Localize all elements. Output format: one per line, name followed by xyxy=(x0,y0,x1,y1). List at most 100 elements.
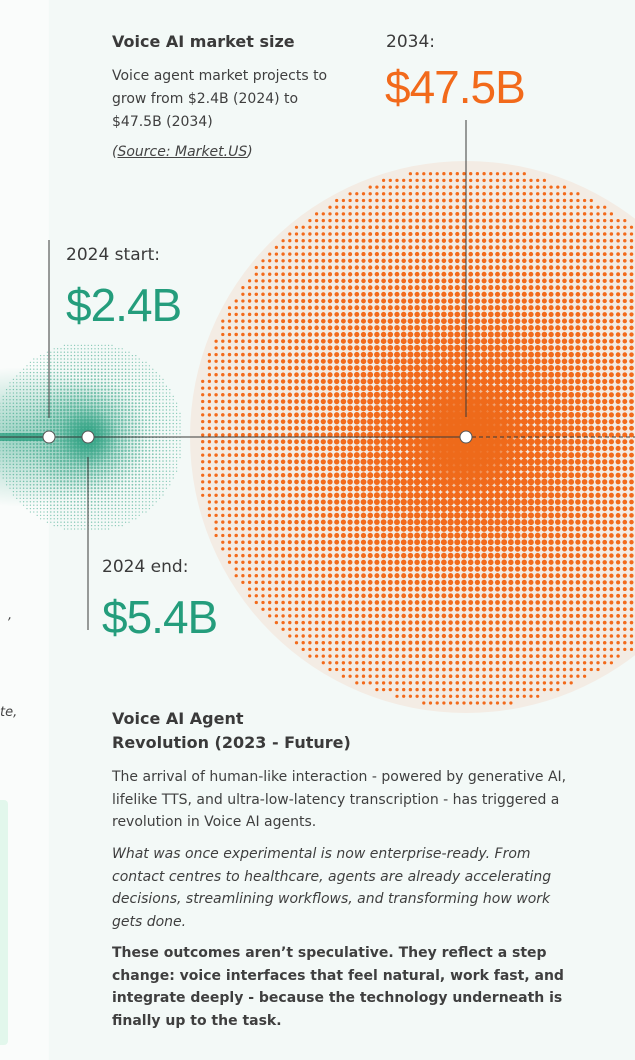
halftone-dot xyxy=(415,633,420,639)
halftone-dot xyxy=(522,694,526,698)
halftone-dot xyxy=(274,486,279,491)
halftone-dot xyxy=(320,526,326,532)
halftone-dot xyxy=(221,446,225,451)
halftone-dot xyxy=(141,382,144,384)
halftone-dot xyxy=(347,272,353,277)
halftone-dot xyxy=(301,641,305,645)
halftone-dot xyxy=(308,620,312,625)
halftone-dot xyxy=(589,245,594,250)
halftone-dot xyxy=(481,593,487,599)
halftone-dot xyxy=(609,258,614,263)
halftone-dot xyxy=(521,285,527,291)
halftone-dot xyxy=(124,381,127,384)
halftone-dot xyxy=(274,587,279,591)
halftone-dot xyxy=(569,681,573,685)
halftone-dot xyxy=(254,479,259,484)
halftone-dot xyxy=(629,245,634,250)
halftone-dot xyxy=(475,681,480,685)
halftone-dot xyxy=(43,378,45,381)
halftone-dot xyxy=(87,348,89,350)
halftone-dot xyxy=(469,172,473,176)
halftone-dot xyxy=(515,694,520,698)
halftone-dot xyxy=(201,419,205,424)
halftone-dot xyxy=(602,553,607,558)
halftone-dot xyxy=(615,553,621,558)
halftone-dot xyxy=(124,368,127,370)
halftone-dot xyxy=(622,285,627,290)
halftone-dot xyxy=(454,278,460,284)
halftone-dot xyxy=(63,354,66,357)
halftone-dot xyxy=(300,506,306,512)
halftone-dot xyxy=(582,640,587,645)
halftone-dot xyxy=(354,292,360,297)
halftone-dot xyxy=(29,385,32,387)
halftone-dot xyxy=(622,379,628,384)
halftone-dot xyxy=(314,298,319,304)
halftone-dot xyxy=(428,681,433,685)
halftone-dot xyxy=(522,218,527,223)
halftone-dot xyxy=(448,640,453,645)
halftone-dot xyxy=(448,606,453,612)
halftone-dot xyxy=(522,633,527,639)
halftone-dot xyxy=(569,600,574,605)
halftone-dot xyxy=(609,345,614,351)
halftone-dot xyxy=(117,378,120,381)
halftone-dot xyxy=(354,634,359,638)
halftone-dot xyxy=(43,381,45,384)
halftone-dot xyxy=(501,265,507,270)
halftone-dot xyxy=(542,212,547,216)
halftone-dot xyxy=(354,298,360,304)
halftone-dot xyxy=(267,325,272,330)
halftone-dot xyxy=(361,559,366,565)
halftone-dot xyxy=(227,386,232,390)
halftone-dot xyxy=(622,573,627,578)
halftone-dot xyxy=(287,446,293,451)
halftone-dot xyxy=(502,654,507,659)
halftone-dot xyxy=(508,600,514,605)
halftone-dot xyxy=(515,579,521,585)
halftone-dot xyxy=(549,212,553,216)
halftone-dot xyxy=(529,667,533,672)
halftone-dot xyxy=(254,406,259,411)
halftone-dot xyxy=(234,533,238,538)
halftone-dot xyxy=(294,546,299,552)
halftone-dot xyxy=(53,348,55,350)
halftone-dot xyxy=(327,553,333,558)
halftone-dot xyxy=(615,318,621,324)
halftone-dot xyxy=(327,358,333,364)
halftone-dot xyxy=(508,245,514,250)
halftone-dot xyxy=(60,368,62,371)
halftone-dot xyxy=(522,205,527,210)
halftone-dot xyxy=(388,674,393,678)
halftone-dot xyxy=(515,586,521,592)
halftone-dot xyxy=(22,382,25,384)
halftone-dot xyxy=(502,667,507,672)
halftone-dot xyxy=(508,620,514,625)
halftone-dot xyxy=(441,606,447,612)
halftone-dot xyxy=(562,252,567,257)
halftone-dot xyxy=(475,613,480,619)
halftone-dot xyxy=(241,547,245,551)
halftone-dot xyxy=(395,667,399,672)
halftone-dot xyxy=(462,681,466,685)
halftone-dot xyxy=(227,527,232,531)
halftone-dot xyxy=(589,627,594,632)
halftone-dot xyxy=(615,539,621,545)
left-text-fragment: te, xyxy=(0,705,18,720)
halftone-dot xyxy=(568,559,574,565)
halftone-dot xyxy=(555,232,560,236)
halftone-dot xyxy=(468,205,473,210)
halftone-dot xyxy=(114,358,117,360)
halftone-dot xyxy=(387,285,393,290)
halftone-dot xyxy=(128,358,130,360)
halftone-dot xyxy=(334,620,339,625)
halftone-dot xyxy=(280,405,286,411)
halftone-dot xyxy=(562,185,567,189)
halftone-dot xyxy=(535,586,541,592)
halftone-dot xyxy=(227,540,232,544)
halftone-dot xyxy=(455,674,460,679)
halftone-dot xyxy=(401,225,406,230)
halftone-dot xyxy=(569,613,574,618)
halftone-dot xyxy=(468,667,473,672)
halftone-dot xyxy=(575,573,581,579)
